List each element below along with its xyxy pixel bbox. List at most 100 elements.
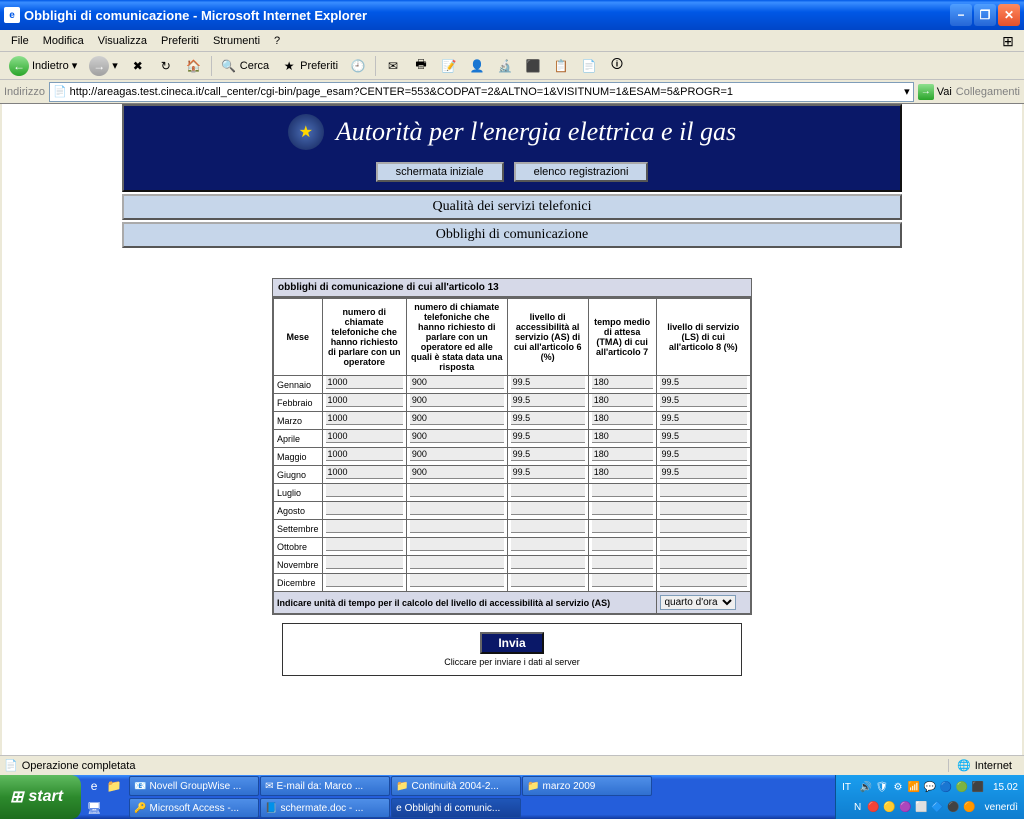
tray-icon[interactable]: 🔴	[867, 800, 881, 814]
data-input-r1c2[interactable]	[410, 376, 504, 389]
mail-button[interactable]: ✉	[380, 55, 406, 77]
data-input-r6c1[interactable]	[326, 466, 403, 479]
tray-icon[interactable]: 🟡	[883, 800, 897, 814]
data-input-r9c2[interactable]	[410, 520, 504, 533]
tb-extra-4[interactable]: 📋	[548, 55, 574, 77]
data-input-r4c4[interactable]	[592, 430, 653, 443]
data-input-r1c1[interactable]	[326, 376, 403, 389]
data-input-r2c3[interactable]	[511, 394, 585, 407]
task-ie-current[interactable]: eObblighi di comunic...	[391, 798, 521, 818]
data-input-r1c3[interactable]	[511, 376, 585, 389]
edit-button[interactable]: 📝	[436, 55, 462, 77]
forward-button[interactable]: → ▾	[84, 53, 123, 79]
tray-icon[interactable]: ⚙	[891, 780, 905, 794]
data-input-r12c2[interactable]	[410, 574, 504, 587]
tray-icon[interactable]: 🔊	[859, 780, 873, 794]
data-input-r7c1[interactable]	[326, 484, 403, 497]
data-input-r12c5[interactable]	[660, 574, 748, 587]
dropdown-icon[interactable]: ▾	[904, 85, 910, 98]
tray-icon[interactable]: ⬜	[915, 800, 929, 814]
data-input-r3c2[interactable]	[410, 412, 504, 425]
data-input-r2c1[interactable]	[326, 394, 403, 407]
data-input-r7c4[interactable]	[592, 484, 653, 497]
data-input-r1c4[interactable]	[592, 376, 653, 389]
submit-button[interactable]: Invia	[480, 632, 543, 654]
time-unit-select[interactable]: quarto d'ora	[660, 595, 736, 610]
go-button[interactable]: → Vai	[918, 84, 952, 100]
stop-button[interactable]: ✖	[125, 55, 151, 77]
tray-icon[interactable]: N	[851, 800, 865, 814]
tb-extra-3[interactable]: ⬛	[520, 55, 546, 77]
menu-file[interactable]: File	[4, 33, 36, 49]
data-input-r7c2[interactable]	[410, 484, 504, 497]
data-input-r11c4[interactable]	[592, 556, 653, 569]
data-input-r6c3[interactable]	[511, 466, 585, 479]
data-input-r4c1[interactable]	[326, 430, 403, 443]
tb-extra-2[interactable]: 🔬	[492, 55, 518, 77]
task-folder1[interactable]: 📁Continuità 2004-2...	[391, 776, 521, 796]
data-input-r5c5[interactable]	[660, 448, 748, 461]
ql-explorer-icon[interactable]: 📁	[105, 777, 123, 795]
registrations-list-button[interactable]: elenco registrazioni	[514, 162, 649, 182]
data-input-r8c5[interactable]	[660, 502, 748, 515]
data-input-r8c1[interactable]	[326, 502, 403, 515]
tray-icon[interactable]: 🔵	[939, 780, 953, 794]
data-input-r9c5[interactable]	[660, 520, 748, 533]
favorites-button[interactable]: ★ Preferiti	[276, 55, 343, 77]
refresh-button[interactable]: ↻	[153, 55, 179, 77]
home-screen-button[interactable]: schermata iniziale	[376, 162, 504, 182]
tray-icon[interactable]: 🟢	[955, 780, 969, 794]
data-input-r10c5[interactable]	[660, 538, 748, 551]
tray-icon[interactable]: 💬	[923, 780, 937, 794]
menu-preferiti[interactable]: Preferiti	[154, 33, 206, 49]
tray-icon[interactable]: 🔷	[931, 800, 945, 814]
minimize-button[interactable]: −	[950, 4, 972, 26]
data-input-r10c1[interactable]	[326, 538, 403, 551]
tray-icon[interactable]: ⚫	[947, 800, 961, 814]
home-button[interactable]: 🏠	[181, 55, 207, 77]
data-input-r3c3[interactable]	[511, 412, 585, 425]
data-input-r3c4[interactable]	[592, 412, 653, 425]
data-input-r3c5[interactable]	[660, 412, 748, 425]
print-button[interactable]: 🖶	[408, 55, 434, 77]
tb-extra-6[interactable]: 🛈	[604, 55, 630, 77]
ql-ie-icon[interactable]: e	[85, 777, 103, 795]
data-input-r8c4[interactable]	[592, 502, 653, 515]
data-input-r6c4[interactable]	[592, 466, 653, 479]
data-input-r11c3[interactable]	[511, 556, 585, 569]
data-input-r6c5[interactable]	[660, 466, 748, 479]
data-input-r9c4[interactable]	[592, 520, 653, 533]
data-input-r11c5[interactable]	[660, 556, 748, 569]
tray-icon[interactable]: 🟠	[963, 800, 977, 814]
data-input-r6c2[interactable]	[410, 466, 504, 479]
data-input-r7c5[interactable]	[660, 484, 748, 497]
data-input-r4c2[interactable]	[410, 430, 504, 443]
tray-icon[interactable]: 📶	[907, 780, 921, 794]
data-input-r1c5[interactable]	[660, 376, 748, 389]
data-input-r5c3[interactable]	[511, 448, 585, 461]
task-folder2[interactable]: 📁marzo 2009	[522, 776, 652, 796]
data-input-r12c4[interactable]	[592, 574, 653, 587]
maximize-button[interactable]: ❐	[974, 4, 996, 26]
menu-help[interactable]: ?	[267, 33, 287, 49]
tray-icon[interactable]: 🛡	[875, 780, 889, 794]
address-input[interactable]: 📄 http://areagas.test.cineca.it/call_cen…	[49, 82, 914, 102]
data-input-r10c3[interactable]	[511, 538, 585, 551]
task-access[interactable]: 🔑Microsoft Access -...	[129, 798, 259, 818]
data-input-r9c1[interactable]	[326, 520, 403, 533]
data-input-r5c4[interactable]	[592, 448, 653, 461]
data-input-r4c5[interactable]	[660, 430, 748, 443]
menu-visualizza[interactable]: Visualizza	[91, 33, 154, 49]
data-input-r2c5[interactable]	[660, 394, 748, 407]
tb-extra-5[interactable]: 📄	[576, 55, 602, 77]
data-input-r11c2[interactable]	[410, 556, 504, 569]
start-button[interactable]: ⊞ start	[0, 775, 81, 819]
task-email[interactable]: ✉E-mail da: Marco ...	[260, 776, 390, 796]
data-input-r10c2[interactable]	[410, 538, 504, 551]
data-input-r5c1[interactable]	[326, 448, 403, 461]
lang-indicator[interactable]: IT	[842, 782, 851, 793]
tray-icon[interactable]: ⬛	[971, 780, 985, 794]
search-button[interactable]: 🔍 Cerca	[216, 55, 274, 77]
data-input-r5c2[interactable]	[410, 448, 504, 461]
data-input-r2c2[interactable]	[410, 394, 504, 407]
